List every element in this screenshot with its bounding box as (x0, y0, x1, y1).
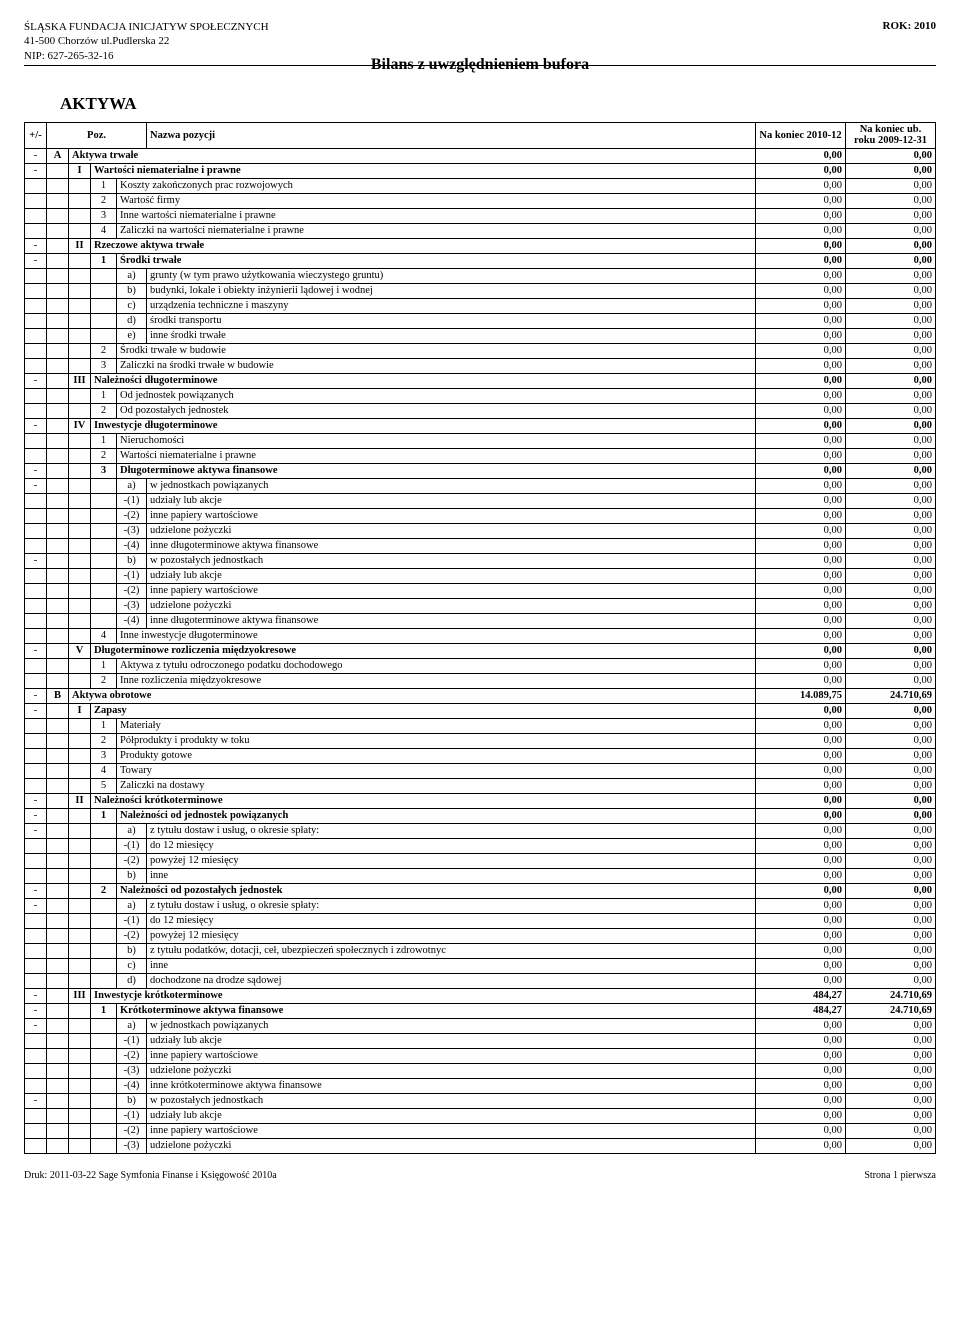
table-row: 1Koszty zakończonych prac rozwojowych0,0… (25, 178, 936, 193)
table-row: -IIINależności długoterminowe0,000,00 (25, 373, 936, 388)
col-end: Na koniec 2010-12 (756, 122, 846, 148)
table-row: b)z tytułu podatków, dotacji, ceł, ubezp… (25, 943, 936, 958)
table-row: 1Aktywa z tytułu odroczonego podatku doc… (25, 658, 936, 673)
table-row: c)urządzenia techniczne i maszyny0,000,0… (25, 298, 936, 313)
table-row: 2Inne rozliczenia międzyokresowe0,000,00 (25, 673, 936, 688)
table-row: 1Nieruchomości0,000,00 (25, 433, 936, 448)
page-footer: Druk: 2011-03-22 Sage Symfonia Finanse i… (24, 1170, 936, 1181)
table-row: 4Inne inwestycje długoterminowe0,000,00 (25, 628, 936, 643)
table-row: -(1)udziały lub akcje0,000,00 (25, 568, 936, 583)
table-row: -AAktywa trwałe0,000,00 (25, 148, 936, 163)
table-row: -a)w jednostkach powiązanych0,000,00 (25, 1018, 936, 1033)
table-row: -IINależności krótkoterminowe0,000,00 (25, 793, 936, 808)
balance-table: +/- Poz. Nazwa pozycji Na koniec 2010-12… (24, 122, 936, 1154)
table-row: -(2)inne papiery wartościowe0,000,00 (25, 508, 936, 523)
org-address: 41-500 Chorzów ul.Pudlerska 22 (24, 34, 269, 48)
table-row: -(1)udziały lub akcje0,000,00 (25, 493, 936, 508)
table-row: -VDługoterminowe rozliczenia międzyokres… (25, 643, 936, 658)
table-row: -IZapasy0,000,00 (25, 703, 936, 718)
footer-right: Strona 1 pierwsza (864, 1170, 936, 1181)
table-row: -a)z tytułu dostaw i usług, o okresie sp… (25, 823, 936, 838)
table-row: b)budynki, lokale i obiekty inżynierii l… (25, 283, 936, 298)
table-row: -(3)udzielone pożyczki0,000,00 (25, 1138, 936, 1153)
org-nip: NIP: 627-265-32-16 (24, 49, 269, 63)
table-row: -(3)udzielone pożyczki0,000,00 (25, 523, 936, 538)
table-row: -(3)udzielone pożyczki0,000,00 (25, 1063, 936, 1078)
table-row: -a)w jednostkach powiązanych0,000,00 (25, 478, 936, 493)
table-row: -(4)inne krótkoterminowe aktywa finansow… (25, 1078, 936, 1093)
table-row: -1Środki trwałe0,000,00 (25, 253, 936, 268)
table-row: -(1)udziały lub akcje0,000,00 (25, 1033, 936, 1048)
org-name: ŚLĄSKA FUNDACJA INICJATYW SPOŁECZNYCH (24, 20, 269, 34)
table-row: -1Należności od jednostek powiązanych0,0… (25, 808, 936, 823)
table-row: -BAktywa obrotowe14.089,7524.710,69 (25, 688, 936, 703)
table-row: a)grunty (w tym prawo użytkowania wieczy… (25, 268, 936, 283)
footer-left: Druk: 2011-03-22 Sage Symfonia Finanse i… (24, 1170, 277, 1181)
table-row: -(3)udzielone pożyczki0,000,00 (25, 598, 936, 613)
table-row: 3Inne wartości niematerialne i prawne0,0… (25, 208, 936, 223)
table-row: -(2)inne papiery wartościowe0,000,00 (25, 583, 936, 598)
table-row: 4Zaliczki na wartości niematerialne i pr… (25, 223, 936, 238)
table-row: -(4)inne długoterminowe aktywa finansowe… (25, 613, 936, 628)
table-row: c)inne0,000,00 (25, 958, 936, 973)
table-row: 2Środki trwałe w budowie0,000,00 (25, 343, 936, 358)
table-row: -(1)do 12 miesięcy0,000,00 (25, 838, 936, 853)
table-row: -(2)inne papiery wartościowe0,000,00 (25, 1123, 936, 1138)
col-sign: +/- (25, 122, 47, 148)
table-row: -IVInwestycje długoterminowe0,000,00 (25, 418, 936, 433)
table-row: -3Długoterminowe aktywa finansowe0,000,0… (25, 463, 936, 478)
col-name: Nazwa pozycji (147, 122, 756, 148)
table-row: -IIRzeczowe aktywa trwałe0,000,00 (25, 238, 936, 253)
table-row: 1Od jednostek powiązanych0,000,00 (25, 388, 936, 403)
table-row: -(2)powyżej 12 miesięcy0,000,00 (25, 928, 936, 943)
table-row: 3Zaliczki na środki trwałe w budowie0,00… (25, 358, 936, 373)
table-row: d)środki transportu0,000,00 (25, 313, 936, 328)
table-row: 4Towary0,000,00 (25, 763, 936, 778)
table-row: b)inne0,000,00 (25, 868, 936, 883)
table-row: 2Od pozostałych jednostek0,000,00 (25, 403, 936, 418)
table-row: e)inne środki trwałe0,000,00 (25, 328, 936, 343)
table-row: 3Produkty gotowe0,000,00 (25, 748, 936, 763)
header-left: ŚLĄSKA FUNDACJA INICJATYW SPOŁECZNYCH 41… (24, 20, 269, 63)
table-row: 1Materiały0,000,00 (25, 718, 936, 733)
table-row: -IIIInwestycje krótkoterminowe484,2724.7… (25, 988, 936, 1003)
table-row: -(2)inne papiery wartościowe0,000,00 (25, 1048, 936, 1063)
table-row: -b)w pozostałych jednostkach0,000,00 (25, 553, 936, 568)
table-row: -1Krótkoterminowe aktywa finansowe484,27… (25, 1003, 936, 1018)
table-row: -2Należności od pozostałych jednostek0,0… (25, 883, 936, 898)
table-row: 2Półprodukty i produkty w toku0,000,00 (25, 733, 936, 748)
table-header-row: +/- Poz. Nazwa pozycji Na koniec 2010-12… (25, 122, 936, 148)
table-row: -IWartości niematerialne i prawne0,000,0… (25, 163, 936, 178)
table-row: 2Wartość firmy0,000,00 (25, 193, 936, 208)
table-row: -a)z tytułu dostaw i usług, o okresie sp… (25, 898, 936, 913)
table-row: -(2)powyżej 12 miesięcy0,000,00 (25, 853, 936, 868)
header-year: ROK: 2010 (883, 20, 936, 63)
section-title: AKTYWA (60, 94, 936, 114)
table-row: -(1)do 12 miesięcy0,000,00 (25, 913, 936, 928)
table-row: -(1)udziały lub akcje0,000,00 (25, 1108, 936, 1123)
table-row: 5Zaliczki na dostawy0,000,00 (25, 778, 936, 793)
col-prev: Na koniec ub. roku 2009-12-31 (846, 122, 936, 148)
table-row: -b)w pozostałych jednostkach0,000,00 (25, 1093, 936, 1108)
table-row: 2Wartości niematerialne i prawne0,000,00 (25, 448, 936, 463)
col-poz: Poz. (47, 122, 147, 148)
table-row: -(4)inne długoterminowe aktywa finansowe… (25, 538, 936, 553)
table-row: d)dochodzone na drodze sądowej0,000,00 (25, 973, 936, 988)
